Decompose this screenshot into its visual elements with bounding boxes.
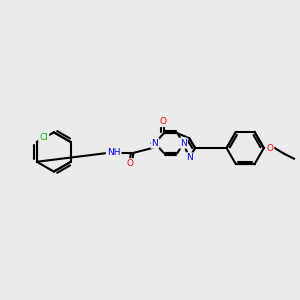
Text: O: O: [266, 143, 273, 152]
Text: NH: NH: [107, 148, 120, 158]
Text: O: O: [127, 159, 134, 168]
Text: N: N: [186, 153, 193, 162]
Text: O: O: [159, 117, 166, 126]
Text: Cl: Cl: [39, 133, 48, 142]
Text: N: N: [180, 139, 187, 148]
Text: N: N: [152, 139, 158, 148]
